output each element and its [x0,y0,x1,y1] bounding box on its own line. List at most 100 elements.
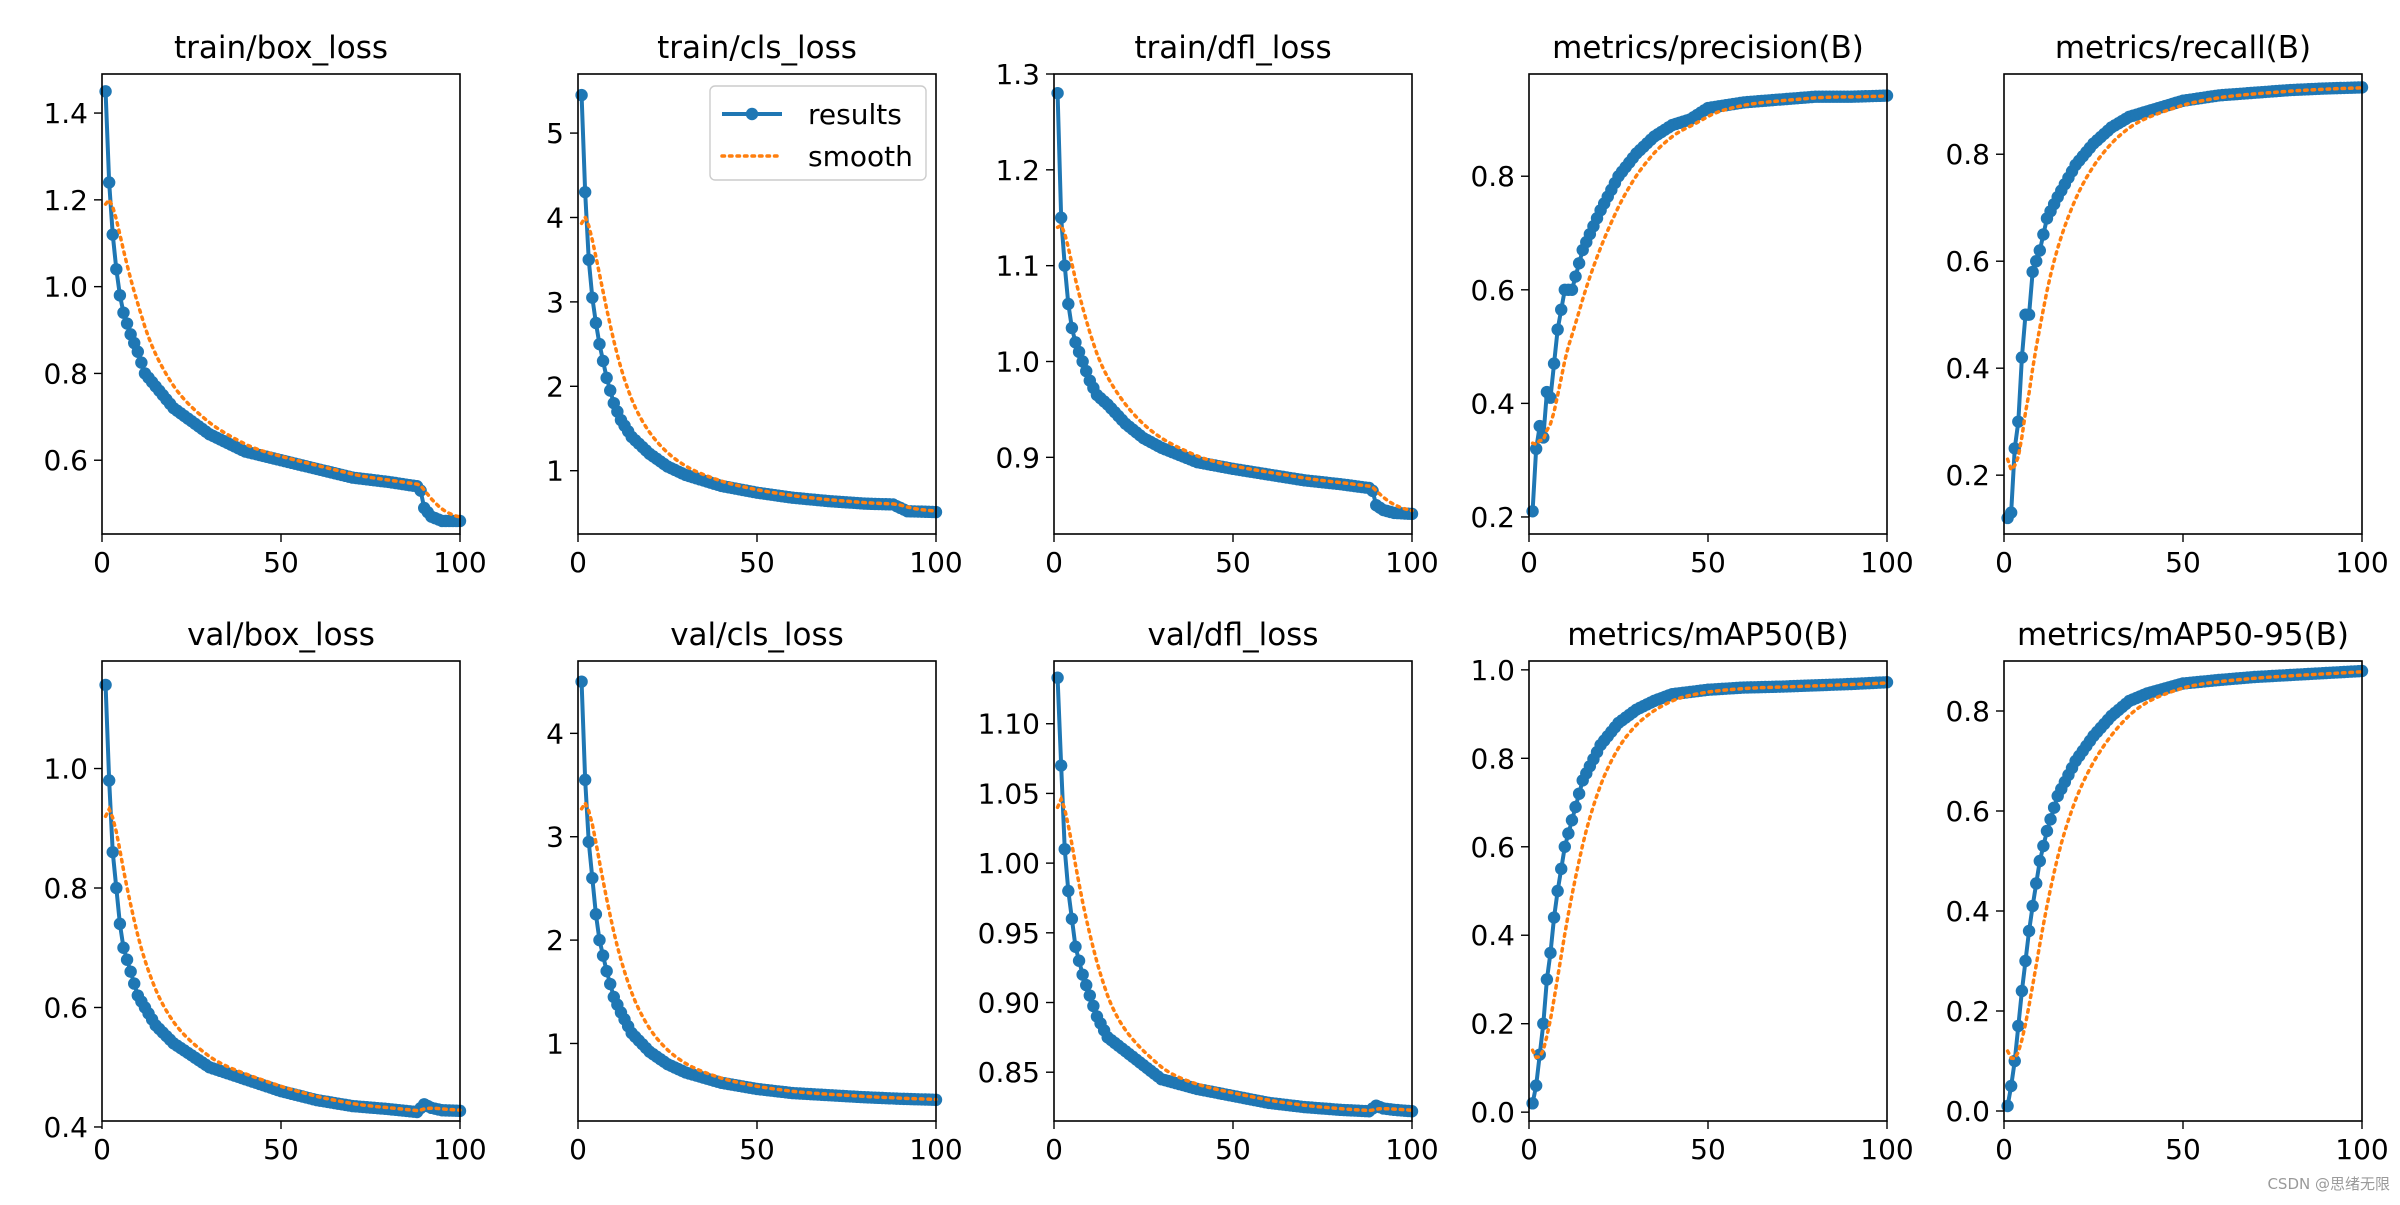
x-tick-label: 100 [1385,546,1438,579]
data-point [2026,265,2039,279]
subplot-9: metrics/mAP50-95(B) 0 50 100 0.0 0.2 0.4 0.6 0.8 [1945,617,2388,1166]
data-point [2022,308,2036,321]
data-point [589,908,603,921]
data-point [117,941,130,954]
y-tick-label: 4 [546,717,564,750]
results-markers [575,675,943,1107]
data-point [2012,415,2025,428]
subplot-4: metrics/recall(B) 0 50 100 0.2 0.4 0.6 0.8 [1945,30,2388,579]
y-tick-label: 0.6 [43,444,88,477]
x-tick-label: 0 [1995,1133,2013,1166]
data-point [596,949,610,962]
subplot-title: train/box_loss [174,30,388,66]
x-tick-label: 0 [569,546,587,579]
data-point [1533,419,1546,433]
results-markers [1051,671,1419,1118]
x-tick-label: 0 [1520,1133,1538,1166]
data-point [593,933,606,947]
x-tick-label: 100 [433,546,486,579]
y-tick-label: 0.2 [1470,1008,1515,1041]
data-point [1544,391,1557,404]
data-point [1544,946,1557,960]
results-line [103,684,461,1115]
y-tick-label: 1.3 [995,58,1040,91]
x-tick-label: 100 [433,1133,486,1166]
x-tick-label: 0 [1045,1133,1063,1166]
data-point [589,316,603,330]
data-point [2044,813,2057,826]
data-point [1065,321,1079,335]
data-point [604,977,617,991]
data-point [120,317,134,330]
x-tick-label: 100 [909,1133,962,1166]
subplot-2: train/dfl_loss 0 50 100 0.9 1.0 1.1 1.2 1.3 [995,30,1438,579]
y-tick-label: 1.0 [1470,654,1515,687]
y-tick-label: 2 [546,924,564,957]
data-point [1537,1017,1550,1030]
x-tick-label: 0 [93,1133,111,1166]
x-tick-label: 50 [2165,1133,2201,1166]
y-tick-label: 0.4 [1945,352,1990,385]
data-point [2022,924,2036,938]
data-point [578,185,592,199]
axes-frame [2003,660,2363,1122]
y-tick-label: 0.6 [1945,795,1990,828]
smooth-line [103,804,462,1113]
results-markers [99,678,467,1119]
results-line [1055,93,1413,516]
data-point [106,228,119,241]
data-point [2004,506,2018,519]
data-point [604,384,617,397]
y-tick-label: 0.8 [43,872,88,905]
smooth-line [103,196,462,519]
y-tick-label: 0.2 [1945,459,1990,492]
data-point [102,176,116,189]
data-point [2033,244,2047,257]
data-point [124,965,137,978]
results-line [1530,680,1888,1104]
subplot-title: metrics/precision(B) [1552,30,1864,66]
data-point [1062,297,1075,311]
results-line [1530,93,1888,512]
data-point [2012,1019,2025,1033]
data-point [582,835,595,849]
y-tick-label: 0.8 [1945,695,1990,728]
data-point [1569,270,1582,283]
data-point [2030,877,2043,890]
x-tick-label: 50 [1215,546,1251,579]
data-point [1065,912,1079,926]
subplot-0: train/box_loss 0 50 100 0.6 0.8 1.0 1.2 1.4 [43,30,486,579]
data-point [1087,999,1100,1013]
data-point [2030,255,2043,268]
data-point [1529,442,1543,456]
legend-results-label: results [808,98,902,131]
subplot-6: val/cls_loss 0 50 100 1 2 3 4 [546,617,963,1166]
axes-frame [577,660,937,1122]
y-tick-label: 0.4 [1945,895,1990,928]
data-point [110,881,123,895]
results-markers [1051,86,1419,521]
x-tick-label: 50 [1215,1133,1251,1166]
y-tick-label: 0.0 [1470,1096,1515,1129]
legend-results-marker [745,107,759,121]
data-point [110,263,123,276]
y-tick-label: 1.0 [43,271,88,304]
data-point [1062,884,1075,898]
y-tick-label: 0.8 [1470,160,1515,193]
y-tick-label: 3 [546,821,564,854]
data-point [586,291,599,304]
x-tick-label: 50 [739,1133,775,1166]
data-point [113,289,127,302]
y-tick-label: 0.4 [43,1111,88,1144]
smooth-line [2005,670,2364,1061]
x-tick-label: 100 [1860,1133,1913,1166]
data-point [596,354,610,368]
subplot-title: metrics/mAP50-95(B) [2017,617,2349,653]
results-markers [1526,676,1894,1110]
smooth-line [1055,794,1414,1113]
results-line [2005,85,2363,520]
data-point [1054,759,1068,772]
data-point [1072,954,1086,967]
subplot-title: metrics/mAP50(B) [1567,617,1848,653]
